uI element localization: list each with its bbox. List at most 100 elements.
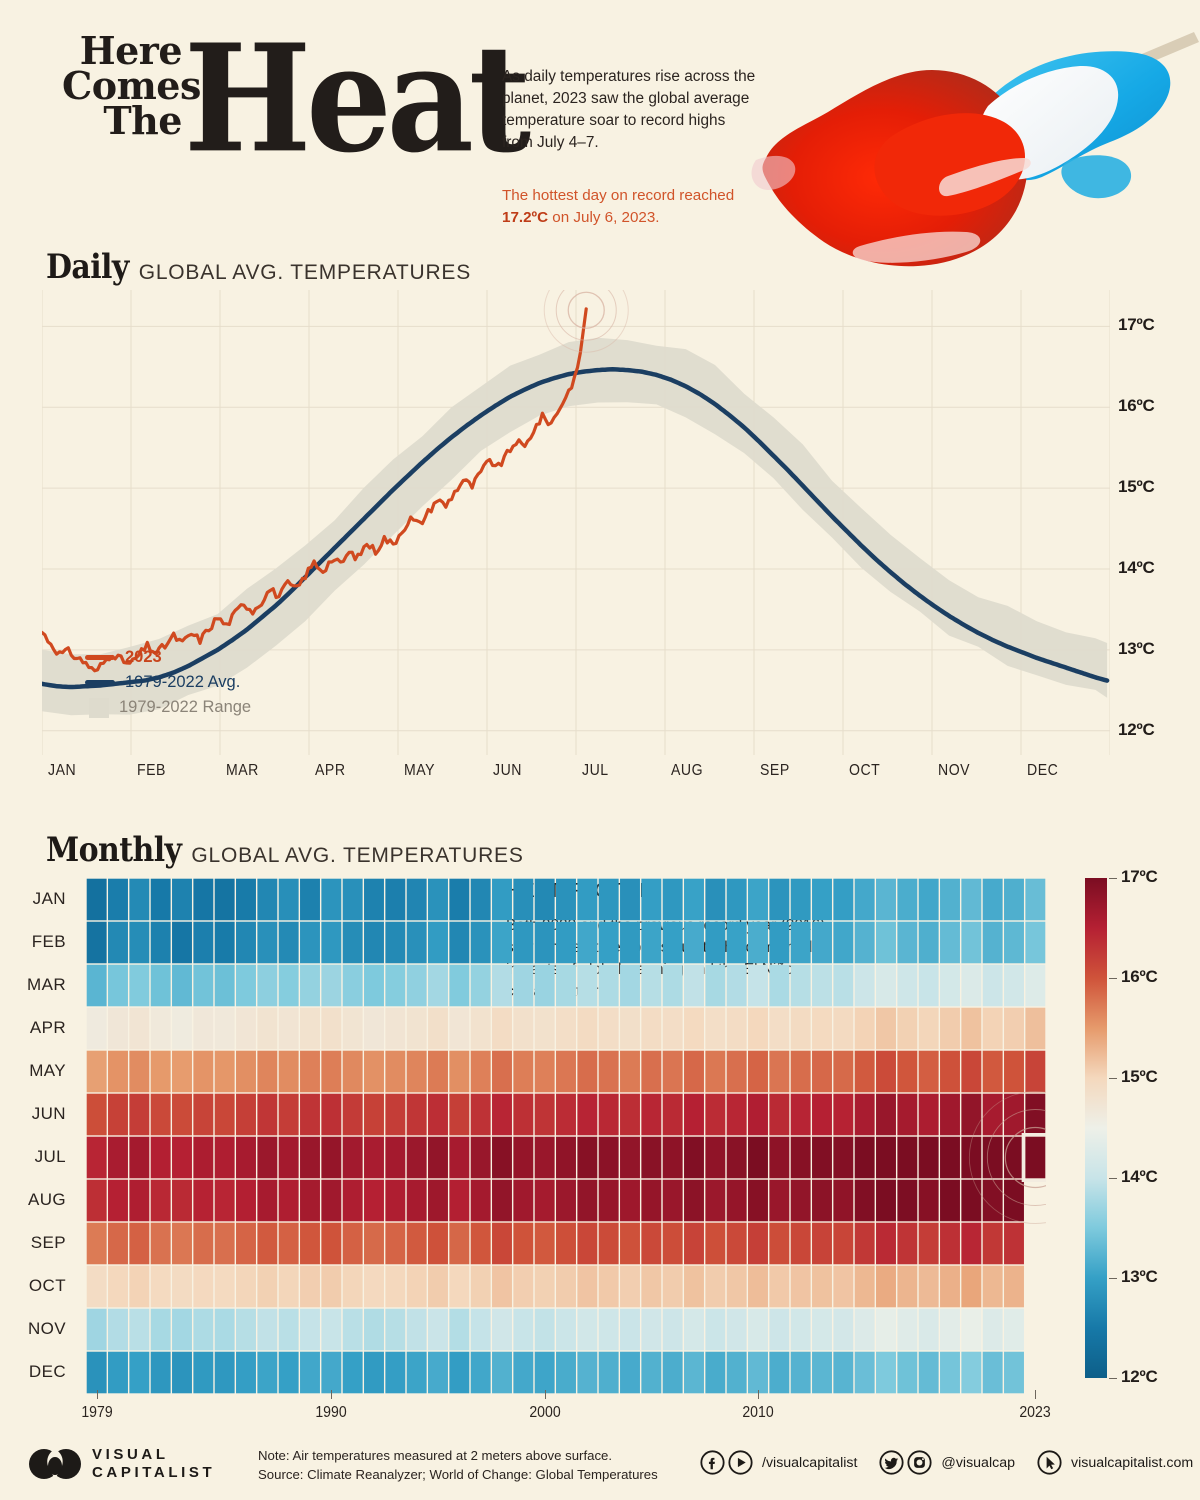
heatmap-cell[interactable] bbox=[961, 1179, 982, 1222]
heatmap-cell[interactable] bbox=[172, 1351, 192, 1394]
heatmap-cell[interactable] bbox=[918, 1179, 939, 1222]
heatmap-cell[interactable] bbox=[492, 1222, 512, 1265]
heatmap-cell[interactable] bbox=[492, 1050, 512, 1093]
heatmap-cell[interactable] bbox=[470, 1222, 491, 1265]
heatmap-cell[interactable] bbox=[321, 1308, 342, 1351]
heatmap-cell[interactable] bbox=[513, 1050, 534, 1093]
heatmap-cell[interactable] bbox=[385, 964, 406, 1007]
heatmap-cell[interactable] bbox=[982, 878, 1003, 921]
heatmap-cell[interactable] bbox=[1004, 1050, 1024, 1093]
heatmap-cell[interactable] bbox=[513, 1351, 534, 1394]
heatmap-cell[interactable] bbox=[876, 1351, 896, 1394]
heatmap-cell[interactable] bbox=[534, 1136, 555, 1179]
heatmap-cell[interactable] bbox=[300, 878, 320, 921]
heatmap-cell[interactable] bbox=[108, 1351, 128, 1394]
heatmap-cell[interactable] bbox=[726, 964, 747, 1007]
heatmap-cell[interactable] bbox=[86, 1093, 107, 1136]
heatmap-cell[interactable] bbox=[150, 964, 171, 1007]
twitter-icon[interactable] bbox=[879, 1450, 904, 1475]
heatmap-cell[interactable] bbox=[833, 878, 854, 921]
heatmap-cell[interactable] bbox=[556, 1093, 576, 1136]
heatmap-cell[interactable] bbox=[172, 1050, 192, 1093]
heatmap-cell[interactable] bbox=[300, 1007, 320, 1050]
social-handle-facebook[interactable]: /visualcapitalist bbox=[762, 1454, 858, 1471]
heatmap-cell[interactable] bbox=[236, 1351, 256, 1394]
heatmap-cell[interactable] bbox=[321, 1050, 342, 1093]
heatmap-cell[interactable] bbox=[257, 964, 278, 1007]
heatmap-cell[interactable] bbox=[748, 1308, 768, 1351]
heatmap-cell[interactable] bbox=[961, 964, 982, 1007]
heatmap-cell[interactable] bbox=[769, 1050, 790, 1093]
heatmap-cell[interactable] bbox=[214, 878, 235, 921]
heatmap-cell[interactable] bbox=[214, 1050, 235, 1093]
heatmap-cell[interactable] bbox=[428, 1136, 448, 1179]
heatmap-cell[interactable] bbox=[278, 878, 299, 921]
heatmap-cell[interactable] bbox=[385, 1265, 406, 1308]
heatmap-cell[interactable] bbox=[1025, 1050, 1046, 1093]
heatmap-cell[interactable] bbox=[534, 1222, 555, 1265]
heatmap-cell[interactable] bbox=[1004, 964, 1024, 1007]
heatmap-cell[interactable] bbox=[812, 1179, 832, 1222]
heatmap-cell[interactable] bbox=[406, 1265, 427, 1308]
heatmap-cell[interactable] bbox=[812, 1222, 832, 1265]
heatmap-cell[interactable] bbox=[364, 1093, 384, 1136]
heatmap-cell[interactable] bbox=[300, 1351, 320, 1394]
heatmap-cell[interactable] bbox=[1004, 1308, 1024, 1351]
heatmap-cell[interactable] bbox=[321, 921, 342, 964]
heatmap-cell[interactable] bbox=[876, 1222, 896, 1265]
heatmap-cell[interactable] bbox=[726, 1179, 747, 1222]
heatmap-cell[interactable] bbox=[406, 964, 427, 1007]
heatmap-cell[interactable] bbox=[108, 1050, 128, 1093]
heatmap-cell[interactable] bbox=[236, 1007, 256, 1050]
heatmap-cell[interactable] bbox=[86, 878, 107, 921]
heatmap-cell[interactable] bbox=[513, 1136, 534, 1179]
heatmap-cell[interactable] bbox=[684, 1265, 704, 1308]
heatmap-cell[interactable] bbox=[620, 1050, 640, 1093]
heatmap-cell[interactable] bbox=[598, 878, 619, 921]
heatmap-cell[interactable] bbox=[598, 1308, 619, 1351]
heatmap-cell[interactable] bbox=[790, 1308, 811, 1351]
heatmap-cell[interactable] bbox=[513, 1179, 534, 1222]
social-group-twitter-instagram[interactable]: @visualcap bbox=[879, 1450, 1015, 1475]
heatmap-cell[interactable] bbox=[86, 921, 107, 964]
heatmap-cell[interactable] bbox=[918, 1222, 939, 1265]
heatmap-cell[interactable] bbox=[513, 1265, 534, 1308]
heatmap-cell[interactable] bbox=[513, 878, 534, 921]
heatmap-cell[interactable] bbox=[321, 1093, 342, 1136]
heatmap-cell[interactable] bbox=[278, 1136, 299, 1179]
heatmap-cell[interactable] bbox=[748, 1222, 768, 1265]
heatmap-cell[interactable] bbox=[812, 1050, 832, 1093]
heatmap-cell[interactable] bbox=[577, 1007, 598, 1050]
heatmap-cell[interactable] bbox=[812, 1308, 832, 1351]
heatmap-cell[interactable] bbox=[428, 921, 448, 964]
heatmap-cell[interactable] bbox=[790, 1222, 811, 1265]
heatmap-cell[interactable] bbox=[748, 1265, 768, 1308]
heatmap-cell[interactable] bbox=[321, 878, 342, 921]
heatmap-cell[interactable] bbox=[129, 1007, 150, 1050]
heatmap-cell[interactable] bbox=[214, 964, 235, 1007]
heatmap-cell[interactable] bbox=[726, 878, 747, 921]
heatmap-cell[interactable] bbox=[86, 1050, 107, 1093]
heatmap-cell[interactable] bbox=[556, 1265, 576, 1308]
heatmap-cell[interactable] bbox=[321, 1007, 342, 1050]
heatmap-cell[interactable] bbox=[278, 1007, 299, 1050]
heatmap-cell[interactable] bbox=[620, 1351, 640, 1394]
heatmap-cell[interactable] bbox=[342, 1050, 363, 1093]
heatmap-cell[interactable] bbox=[598, 1007, 619, 1050]
heatmap-cell[interactable] bbox=[769, 1351, 790, 1394]
heatmap-cell[interactable] bbox=[577, 878, 598, 921]
heatmap-cell[interactable] bbox=[214, 1351, 235, 1394]
heatmap-cell[interactable] bbox=[918, 1136, 939, 1179]
heatmap-cell[interactable] bbox=[876, 1050, 896, 1093]
heatmap-cell[interactable] bbox=[86, 1308, 107, 1351]
heatmap-cell[interactable] bbox=[172, 1265, 192, 1308]
heatmap-cell[interactable] bbox=[812, 1351, 832, 1394]
heatmap-cell[interactable] bbox=[726, 1136, 747, 1179]
heatmap-cell[interactable] bbox=[470, 1050, 491, 1093]
heatmap-cell[interactable] bbox=[172, 1007, 192, 1050]
heatmap-cell[interactable] bbox=[556, 1007, 576, 1050]
heatmap-cell[interactable] bbox=[748, 1007, 768, 1050]
heatmap-cell[interactable] bbox=[662, 1007, 683, 1050]
heatmap-cell[interactable] bbox=[854, 1007, 875, 1050]
heatmap-cell[interactable] bbox=[854, 878, 875, 921]
